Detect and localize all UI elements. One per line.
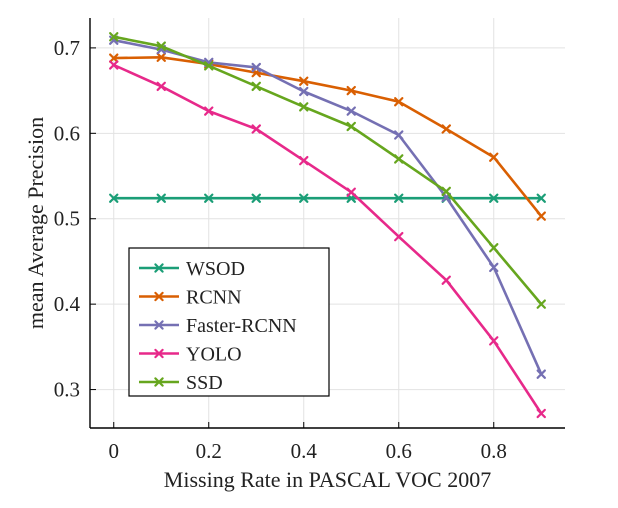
legend-item-wsod: WSOD [139, 258, 245, 280]
data-point-ssd [536, 299, 546, 309]
legend-label: SSD [186, 372, 223, 394]
legend-label: WSOD [186, 258, 245, 280]
y-tick-label: 0.6 [54, 121, 80, 145]
data-point-faster-rcnn [251, 62, 261, 73]
legend-label: YOLO [186, 344, 242, 366]
data-point-faster-rcnn [299, 86, 309, 97]
data-point-yolo [251, 124, 261, 134]
legend-swatch-marker [154, 320, 164, 330]
series-wsod [109, 193, 546, 203]
series-line-yolo [113, 63, 543, 415]
data-point-rcnn [299, 76, 309, 86]
data-point-wsod [156, 193, 166, 203]
data-point-ssd [251, 81, 261, 92]
data-point-ssd [346, 121, 356, 132]
data-point-wsod [251, 193, 261, 203]
x-axis-label: Missing Rate in PASCAL VOC 2007 [164, 467, 491, 492]
series-rcnn [109, 52, 546, 221]
data-point-wsod [536, 193, 546, 203]
x-tick-label: 0.4 [291, 439, 318, 463]
series-ssd [109, 32, 546, 309]
data-point-rcnn [346, 85, 356, 96]
legend-label: RCNN [186, 287, 242, 309]
data-point-ssd [489, 243, 499, 253]
tick-labels: 0 0.2 0.4 0.6 0.8 0.3 0.4 0.5 0.6 0.7 [54, 36, 507, 463]
data-point-yolo [441, 275, 451, 285]
legend-item-rcnn: RCNN [139, 287, 242, 309]
series-line-ssd [113, 35, 543, 305]
data-point-yolo [536, 408, 546, 419]
y-axis-label: mean Average Precision [23, 117, 48, 329]
data-point-yolo [204, 106, 214, 116]
legend-item-faster-rcnn: Faster-RCNN [139, 315, 297, 337]
legend-item-yolo: YOLO [139, 344, 242, 366]
y-tick-label: 0.4 [54, 292, 81, 316]
axes [89, 18, 565, 429]
data-point-ssd [299, 102, 309, 112]
data-point-faster-rcnn [394, 130, 404, 140]
data-point-ssd [156, 41, 166, 51]
legend-swatch-marker [154, 348, 164, 359]
series-line-rcnn [113, 55, 543, 218]
y-tick-label: 0.3 [54, 378, 80, 402]
x-tick-label: 0 [109, 439, 120, 463]
data-point-rcnn [489, 152, 499, 162]
data-point-faster-rcnn [536, 369, 546, 379]
data-point-rcnn [394, 97, 404, 107]
data-point-wsod [489, 193, 499, 203]
data-point-wsod [109, 193, 119, 203]
data-point-ssd [441, 186, 451, 197]
legend-label: Faster-RCNN [186, 315, 297, 337]
data-point-ssd [204, 61, 214, 71]
legend-swatch-marker [154, 263, 164, 273]
data-point-rcnn [441, 124, 451, 134]
legend-item-ssd: SSD [139, 372, 223, 394]
data-point-yolo [346, 187, 356, 197]
legend-swatch-marker [154, 377, 164, 387]
data-point-ssd [394, 154, 404, 164]
data-series [109, 32, 546, 419]
x-tick-label: 0.6 [386, 439, 412, 463]
data-point-faster-rcnn [489, 262, 499, 273]
series-yolo [109, 60, 546, 419]
data-point-rcnn [109, 53, 119, 63]
data-point-rcnn [156, 52, 166, 62]
data-point-yolo [489, 336, 499, 346]
legend: WSOD RCNN Faster-RCNN YOLO SSD [128, 247, 330, 397]
data-point-ssd [109, 32, 119, 42]
data-point-wsod [394, 193, 404, 203]
data-point-wsod [204, 193, 214, 203]
data-point-yolo [394, 231, 404, 242]
data-point-wsod [299, 193, 309, 203]
data-point-rcnn [536, 211, 546, 221]
x-tick-label: 0.2 [196, 439, 222, 463]
data-point-yolo [156, 81, 166, 92]
data-point-yolo [109, 60, 119, 70]
data-point-yolo [299, 155, 309, 166]
legend-swatch-marker [154, 291, 164, 302]
x-tick-label: 0.8 [481, 439, 507, 463]
y-tick-label: 0.7 [54, 36, 80, 60]
y-tick-label: 0.5 [54, 207, 80, 231]
data-point-faster-rcnn [346, 106, 356, 116]
